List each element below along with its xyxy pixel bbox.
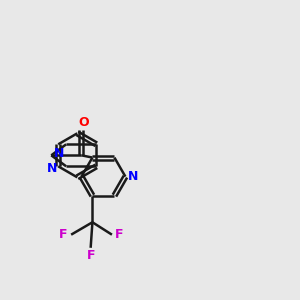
Text: F: F [59, 228, 68, 241]
Text: N: N [47, 162, 57, 175]
Text: N: N [54, 147, 64, 160]
Text: O: O [78, 116, 88, 129]
Text: N: N [128, 170, 138, 183]
Text: F: F [86, 249, 95, 262]
Text: F: F [115, 228, 123, 241]
